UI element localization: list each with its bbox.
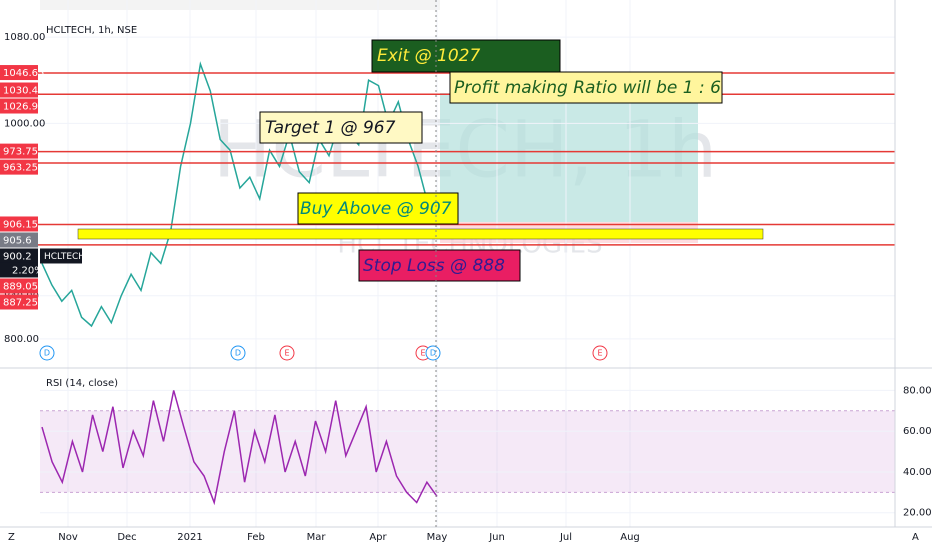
price-label: 973.75 [3, 147, 38, 158]
symbol-tag-bg [40, 248, 82, 264]
event-marker [592, 345, 608, 361]
price-label-bg [0, 82, 38, 98]
price-label-bg [0, 294, 38, 310]
price-label: 906.15 [3, 219, 38, 230]
symbol-tag: HCLTECH [44, 252, 85, 262]
price-label-bg [0, 143, 38, 159]
annotation: Stop Loss @ 888 [363, 256, 505, 276]
event-marker [230, 345, 246, 361]
event-label: D [44, 349, 50, 358]
price-label: 889.05 [3, 281, 38, 292]
y-tick-label: 800.00 [4, 334, 39, 345]
x-tick-label: Feb [247, 532, 265, 543]
price-label-bg [0, 248, 38, 264]
rsi-band [40, 410, 895, 493]
event-marker [39, 345, 55, 361]
x-tick-label: Mar [307, 532, 327, 543]
price-label: 905.6 [3, 235, 32, 246]
y-tick-label: 80.00 [903, 385, 932, 396]
price-label: 887.25 [3, 297, 38, 308]
price-label-bg [0, 65, 38, 81]
x-tick-label: Jun [488, 532, 505, 543]
volume-strip [40, 0, 440, 10]
price-label: 1030.45 [3, 86, 44, 97]
event-label: D [235, 349, 241, 358]
corner-label: A [912, 532, 919, 543]
y-tick-label: 60.00 [903, 426, 932, 437]
corner-label: Z [8, 532, 15, 543]
annotation-box [358, 249, 521, 282]
annotation-box [449, 71, 723, 104]
rsi-title: RSI (14, close) [46, 378, 118, 389]
y-tick-label: 1080.00 [4, 32, 45, 43]
y-tick-label: 20.00 [903, 508, 932, 519]
y-tick-label: 40.00 [903, 467, 932, 478]
event-label: E [597, 349, 602, 358]
price-label: 1046.65 [3, 68, 44, 79]
x-tick-label: May [427, 532, 448, 543]
price-label-bg [0, 232, 38, 248]
event-marker [279, 345, 295, 361]
price-label-bg [0, 159, 38, 175]
x-tick-label: Aug [620, 532, 640, 543]
price-label-bg [0, 98, 38, 114]
annotation: Exit @ 1027 [377, 46, 480, 66]
symbol-header: HCLTECH, 1h, NSE [46, 25, 137, 36]
annotation: Profit making Ratio will be 1 : 6 [454, 78, 721, 98]
event-label: D [430, 349, 436, 358]
x-tick-label: Dec [117, 532, 136, 543]
annotation: Buy Above @ 907 [300, 199, 452, 219]
series-line [41, 390, 438, 506]
annotation-box [259, 111, 423, 144]
event-label: E [284, 349, 289, 358]
profit-zone [440, 93, 698, 222]
annotation-box [297, 192, 459, 225]
x-tick-label: 2021 [177, 532, 202, 543]
event-label: E [420, 349, 425, 358]
price-label: 900.2 [3, 251, 32, 262]
price-label: 1026.95 [3, 102, 44, 113]
x-tick-label: Apr [369, 532, 387, 543]
x-tick-label: Jul [559, 532, 572, 543]
price-label: 963.25 [3, 163, 38, 174]
change-label-bg [0, 262, 38, 278]
highlight-bar [77, 228, 764, 240]
change-label: 2.20% [12, 265, 44, 276]
annotation: Target 1 @ 967 [265, 118, 396, 138]
price-label-bg [0, 278, 38, 294]
x-tick-label: Nov [58, 532, 78, 543]
annotation-box [371, 39, 561, 73]
y-tick-label: 1000.00 [4, 118, 45, 129]
price-label-bg [0, 216, 38, 232]
